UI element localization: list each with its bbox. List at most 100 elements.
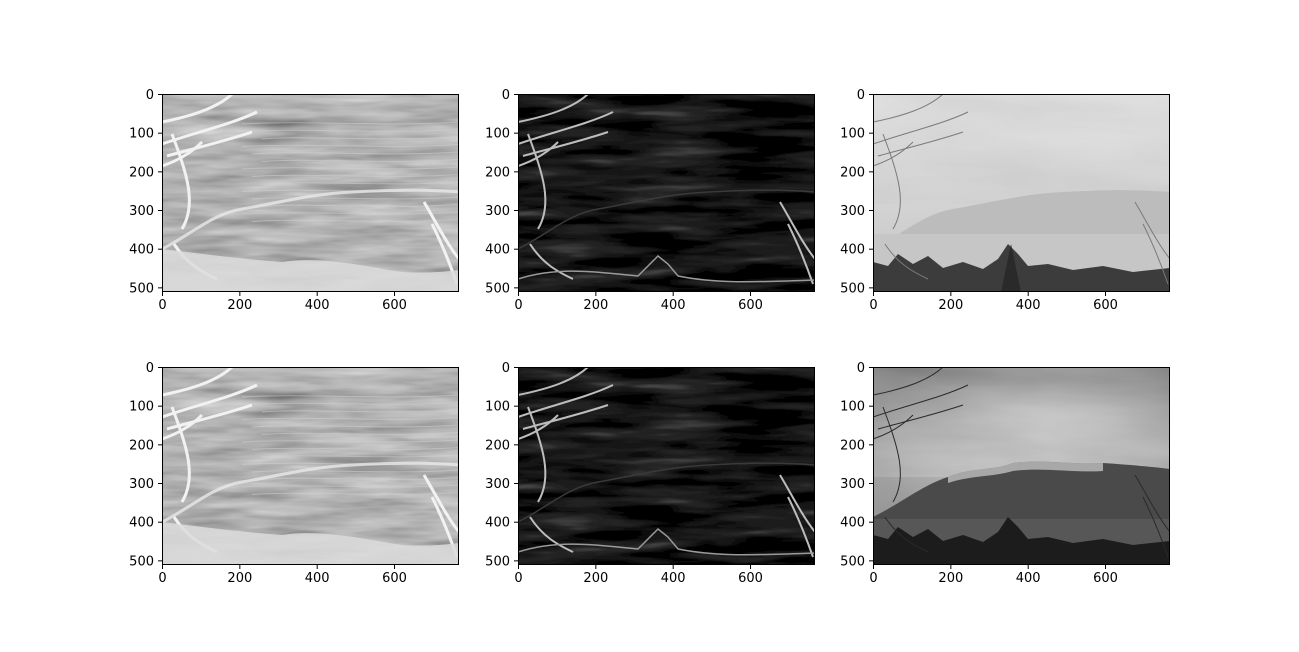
ridge-edge: [162, 461, 459, 524]
x-axis: 0 200 400 600: [869, 565, 1118, 586]
y-tick-label: 500: [129, 281, 154, 296]
y-tick-label: 300: [129, 477, 154, 492]
ridge-edge: [518, 189, 815, 250]
edge-streak: [251, 151, 459, 155]
edge-streak: [261, 409, 459, 413]
image-panel-3: 0 200 400 600 0 100 200 300 400 500: [840, 88, 1170, 313]
edge-streak: [251, 447, 459, 450]
x-tick-label: 200: [227, 298, 252, 313]
axes-frame: [518, 367, 815, 565]
y-tick-label: 300: [840, 477, 865, 492]
treeline: [873, 244, 1170, 292]
branch-edge: [518, 414, 559, 440]
branch-edge: [518, 367, 589, 396]
clouds: [873, 94, 1170, 204]
y-tick-label: 400: [840, 243, 865, 258]
edge-streak: [261, 181, 459, 185]
branch: [884, 516, 929, 553]
x-tick-label: 0: [514, 571, 522, 586]
tree: [1001, 244, 1021, 292]
clouds: [873, 367, 1170, 477]
edge-streak: [241, 166, 459, 170]
edge-streak: [251, 219, 459, 222]
x-tick-label: 600: [382, 298, 407, 313]
image-content: [162, 367, 459, 565]
y-tick-label: 400: [485, 516, 510, 531]
edge-streak: [251, 129, 459, 132]
y-tick-label: 500: [485, 554, 510, 569]
image-panel-2: 0 200 400 600 0 100 200 300 400 500: [485, 88, 815, 313]
edge-streak: [261, 432, 459, 435]
x-axis: 0 200 400 600: [514, 292, 763, 313]
x-tick-label: 600: [1093, 298, 1118, 313]
branch: [873, 141, 914, 167]
edge-texture: [518, 367, 815, 565]
x-axis: 0 200 400 600: [514, 565, 763, 586]
y-tick-label: 100: [129, 400, 154, 415]
branch-edge: [422, 474, 459, 533]
y-tick-label: 100: [485, 400, 510, 415]
branch-edge: [529, 516, 574, 553]
branch-edge: [162, 413, 204, 441]
x-tick-label: 200: [938, 298, 963, 313]
branch-edge: [518, 94, 589, 123]
x-tick-label: 600: [1093, 571, 1118, 586]
image-content: [162, 94, 459, 292]
x-axis: 0 200 400 600: [158, 565, 407, 586]
foreground-edge: [162, 249, 459, 292]
y-tick-label: 200: [129, 165, 154, 180]
snow-caps: [948, 461, 1103, 483]
y-tick-label: 100: [485, 127, 510, 142]
x-tick-label: 600: [382, 571, 407, 586]
y-tick-label: 300: [840, 204, 865, 219]
branch: [877, 131, 964, 157]
y-axis: 0 100 200 300 400 500: [840, 361, 873, 569]
mountains: [873, 461, 1170, 522]
y-axis: 0 100 200 300 400 500: [840, 88, 873, 296]
branch: [1142, 223, 1169, 285]
branch: [873, 384, 969, 418]
treeline-edge: [518, 254, 815, 283]
x-tick-label: 200: [227, 571, 252, 586]
edge-texture: [518, 94, 815, 292]
edge-streak: [241, 121, 459, 125]
y-tick-label: 300: [485, 477, 510, 492]
branch-edge: [162, 367, 234, 397]
branch-edge: [779, 474, 815, 533]
branch-edge: [787, 223, 814, 285]
y-tick-label: 0: [502, 88, 510, 103]
branch-edge: [522, 404, 609, 430]
x-tick-label: 0: [514, 298, 522, 313]
x-tick-label: 0: [869, 298, 877, 313]
y-tick-label: 400: [840, 516, 865, 531]
branch: [873, 94, 944, 123]
axes-frame: [162, 94, 459, 292]
branch: [1134, 201, 1170, 260]
image-panel-4: 0 200 400 600 0 100 200 300 400 500: [129, 361, 459, 586]
branch-edge: [518, 111, 614, 145]
edge-streak: [241, 144, 459, 147]
y-tick-label: 500: [840, 281, 865, 296]
y-axis: 0 100 200 300 400 500: [129, 361, 162, 569]
axes-frame: [873, 94, 1170, 292]
x-tick-label: 0: [158, 571, 166, 586]
y-tick-label: 0: [857, 88, 865, 103]
branch: [884, 243, 929, 280]
branch-edge: [162, 140, 204, 168]
x-tick-label: 200: [938, 571, 963, 586]
branch-edge: [518, 141, 559, 167]
branch-edge: [170, 406, 191, 503]
x-tick-label: 200: [583, 298, 608, 313]
edge-streak: [241, 417, 459, 420]
y-axis: 0 100 200 300 400 500: [129, 88, 162, 296]
edge-streak: [251, 196, 459, 200]
y-tick-label: 300: [129, 204, 154, 219]
branch: [882, 133, 901, 230]
branch-edge: [527, 406, 547, 503]
axes-frame: [518, 94, 815, 292]
y-tick-label: 100: [840, 400, 865, 415]
y-tick-label: 0: [502, 361, 510, 376]
y-tick-label: 500: [129, 554, 154, 569]
y-tick-label: 400: [485, 243, 510, 258]
